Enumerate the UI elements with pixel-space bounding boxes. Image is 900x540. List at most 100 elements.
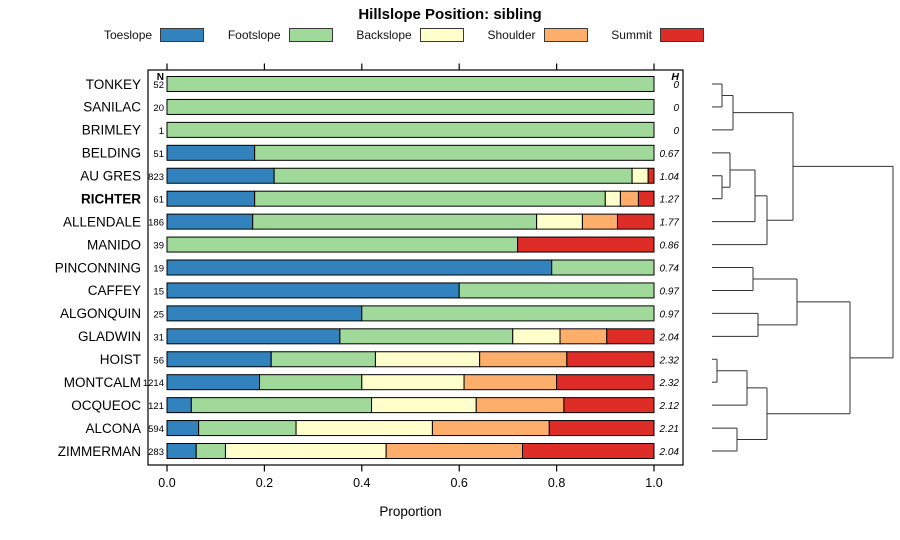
- n-value: 56: [153, 355, 164, 366]
- bar-segment-backslope: [371, 397, 477, 414]
- bar-segment-footslope: [259, 374, 363, 391]
- n-value: 51: [153, 149, 164, 160]
- h-value: 0.97: [660, 286, 680, 297]
- h-value: 2.32: [659, 355, 680, 366]
- bar-segment-footslope: [270, 351, 376, 368]
- n-value: 186: [148, 218, 164, 229]
- bar-segment-shoulder: [431, 420, 550, 437]
- h-value: 1.77: [660, 218, 680, 229]
- bar-segment-summit: [637, 190, 655, 207]
- bar-segment-backslope: [604, 190, 621, 207]
- bar-segment-toeslope: [166, 282, 460, 299]
- bar-segment-shoulder: [385, 443, 524, 459]
- bar-segment-toeslope: [166, 443, 197, 459]
- h-value: 0: [673, 103, 679, 114]
- h-value: 0.97: [660, 309, 680, 320]
- legend-swatch-toeslope: [160, 27, 205, 42]
- bar-segment-backslope: [295, 420, 433, 437]
- bar-segment-toeslope: [166, 213, 254, 230]
- x-axis-tick-label: 0.2: [256, 476, 273, 490]
- h-value: 2.32: [659, 378, 680, 389]
- bar-segment-footslope: [198, 420, 297, 437]
- bar-segment-footslope: [551, 259, 655, 276]
- n-value: 52: [153, 80, 164, 91]
- legend-label: Toeslope: [104, 27, 153, 42]
- bar-segment-summit: [647, 167, 655, 184]
- h-value: 0.67: [660, 149, 680, 160]
- bar-segment-shoulder: [475, 397, 565, 414]
- n-value: 15: [153, 286, 164, 297]
- n-value: 31: [153, 332, 164, 343]
- bar-segment-toeslope: [166, 190, 256, 207]
- bar-segment-backslope: [374, 351, 481, 368]
- plot-box: [147, 69, 684, 466]
- bar-segment-shoulder: [619, 190, 639, 207]
- row-label-montcalm: MONTCALM: [64, 375, 141, 390]
- bar-segment-summit: [606, 328, 655, 345]
- bar-segment-footslope: [195, 443, 226, 459]
- legend-item-backslope: Backslope: [356, 27, 464, 42]
- x-axis-title: Proportion: [379, 504, 441, 519]
- bar-segment-footslope: [166, 236, 519, 253]
- legend-label: Backslope: [356, 27, 412, 42]
- bar-segment-summit: [616, 213, 655, 230]
- n-value: 19: [153, 264, 164, 275]
- legend-label: Footslope: [227, 27, 281, 42]
- h-value: 1.27: [660, 195, 680, 206]
- bar-segment-toeslope: [166, 397, 192, 414]
- bar-segment-shoulder: [479, 351, 568, 368]
- row-label-belding: BELDING: [82, 146, 141, 161]
- bar-segment-footslope: [166, 98, 655, 115]
- legend-label: Summit: [611, 27, 652, 42]
- row-label-alcona: ALCONA: [85, 421, 141, 436]
- bar-segment-footslope: [190, 397, 373, 414]
- row-label-pinconning: PINCONNING: [55, 260, 141, 275]
- bar-segment-summit: [548, 420, 655, 437]
- x-axis-tick-label: 1.0: [645, 476, 662, 490]
- x-axis-tick-label: 0.4: [353, 476, 370, 490]
- row-label-caffey: CAFFEY: [88, 283, 141, 298]
- row-label-sanilac: SANILAC: [83, 100, 141, 115]
- h-value: 2.12: [659, 401, 680, 412]
- bar-segment-backslope: [536, 213, 583, 230]
- h-value: 0: [673, 126, 679, 137]
- bar-segment-footslope: [166, 76, 655, 92]
- legend-swatch-shoulder: [543, 27, 588, 42]
- bar-segment-backslope: [512, 328, 561, 345]
- bar-segment-footslope: [339, 328, 514, 345]
- bar-segment-backslope: [631, 167, 649, 184]
- bar-segment-footslope: [361, 305, 655, 322]
- n-value: 20: [153, 103, 164, 114]
- row-label-richter: RICHTER: [81, 191, 141, 206]
- legend-swatch-summit: [659, 27, 704, 42]
- h-column-header: H: [671, 71, 679, 83]
- row-label-ocqueoc: OCQUEOC: [71, 398, 141, 413]
- legend-item-toeslope: Toeslope: [104, 27, 205, 42]
- row-label-algonquin: ALGONQUIN: [60, 306, 141, 321]
- bar-segment-toeslope: [166, 374, 261, 391]
- bar-segment-summit: [517, 236, 655, 253]
- bar-segment-summit: [563, 397, 655, 414]
- bar-segment-shoulder: [463, 374, 558, 391]
- h-value: 2.04: [659, 447, 680, 458]
- row-label-zimmerman: ZIMMERMAN: [58, 444, 141, 459]
- row-label-hoist: HOIST: [100, 352, 141, 367]
- n-value: 121: [148, 401, 164, 412]
- bar-segment-footslope: [252, 213, 538, 230]
- bar-segment-footslope: [254, 190, 606, 207]
- bar-segment-summit: [556, 374, 655, 391]
- h-value: 2.04: [659, 332, 680, 343]
- n-value: 823: [148, 172, 164, 183]
- bar-segment-footslope: [458, 282, 655, 299]
- bar-segment-toeslope: [166, 420, 200, 437]
- h-value: 2.21: [659, 424, 679, 435]
- bar-segment-backslope: [361, 374, 465, 391]
- x-axis-tick-label: 0.8: [548, 476, 565, 490]
- bar-segment-toeslope: [166, 351, 272, 368]
- n-value: 594: [148, 424, 164, 435]
- bar-segment-toeslope: [166, 259, 553, 276]
- row-label-gladwin: GLADWIN: [78, 329, 141, 344]
- n-value: 61: [153, 195, 164, 206]
